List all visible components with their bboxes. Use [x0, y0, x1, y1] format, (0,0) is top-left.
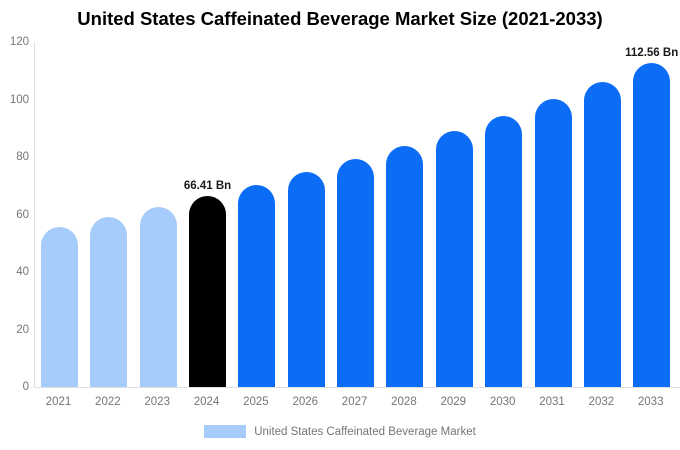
x-axis-tick-label-2029: 2029 — [440, 396, 467, 408]
bar-value-label-2033: 112.56 Bn — [625, 47, 679, 60]
bar-value-label-2024: 66.41 Bn — [183, 180, 232, 193]
bar-2024[interactable] — [189, 196, 227, 387]
legend-swatch-icon — [204, 425, 247, 438]
x-axis-tick-label-2022: 2022 — [95, 396, 121, 408]
bar-2028[interactable] — [386, 145, 424, 387]
bar-2032[interactable] — [583, 81, 621, 387]
y-axis-tick-label: 20 — [16, 323, 29, 336]
x-axis-tick-label-2033: 2033 — [637, 396, 664, 408]
y-axis-tick-label: 100 — [9, 93, 29, 106]
y-axis-tick-label: 40 — [16, 266, 29, 278]
y-axis: 0 20 40 60 80 100 120 — [0, 0, 29, 450]
bar-2029[interactable] — [435, 131, 473, 387]
x-axis-tick-label-2024: 2024 — [193, 396, 220, 408]
x-axis-tick-label-2027: 2027 — [341, 396, 368, 408]
legend-label: United States Caffeinated Beverage Marke… — [254, 425, 476, 438]
x-axis-tick-label-2026: 2026 — [292, 396, 319, 408]
bar-2022[interactable] — [90, 217, 128, 387]
bar-2033[interactable] — [633, 63, 671, 387]
bar-2025[interactable] — [238, 184, 276, 387]
legend: United States Caffeinated Beverage Marke… — [0, 425, 680, 438]
x-axis-tick-label-2032: 2032 — [588, 396, 615, 408]
legend-item[interactable]: United States Caffeinated Beverage Marke… — [204, 425, 476, 438]
bar-2023[interactable] — [139, 206, 177, 387]
y-axis-tick-label: 80 — [16, 151, 29, 163]
bar-2026[interactable] — [287, 172, 325, 387]
x-axis-tick-label-2028: 2028 — [391, 396, 417, 408]
bar-2031[interactable] — [534, 99, 572, 387]
x-axis-tick-label-2023: 2023 — [144, 396, 170, 408]
bar-2030[interactable] — [485, 115, 523, 387]
bar-2021[interactable] — [41, 226, 78, 387]
y-axis-tick-label: 120 — [9, 36, 29, 48]
chart-title: United States Caffeinated Beverage Marke… — [77, 8, 603, 29]
y-axis-tick-label: 0 — [22, 381, 29, 393]
plot-area: 66.41 Bn 112.56 Bn — [34, 42, 680, 388]
x-axis-tick-label-2031: 2031 — [539, 396, 565, 408]
bar-2027[interactable] — [337, 159, 375, 387]
x-axis-tick-label-2030: 2030 — [489, 396, 516, 408]
y-axis-tick-label: 60 — [16, 208, 29, 221]
x-axis: 2021 2022 2023 2024 2025 2026 2027 2028 2029 2030… — [34, 396, 680, 412]
x-axis-tick-label-2021: 2021 — [45, 396, 72, 408]
x-axis-tick-label-2025: 2025 — [243, 396, 269, 408]
